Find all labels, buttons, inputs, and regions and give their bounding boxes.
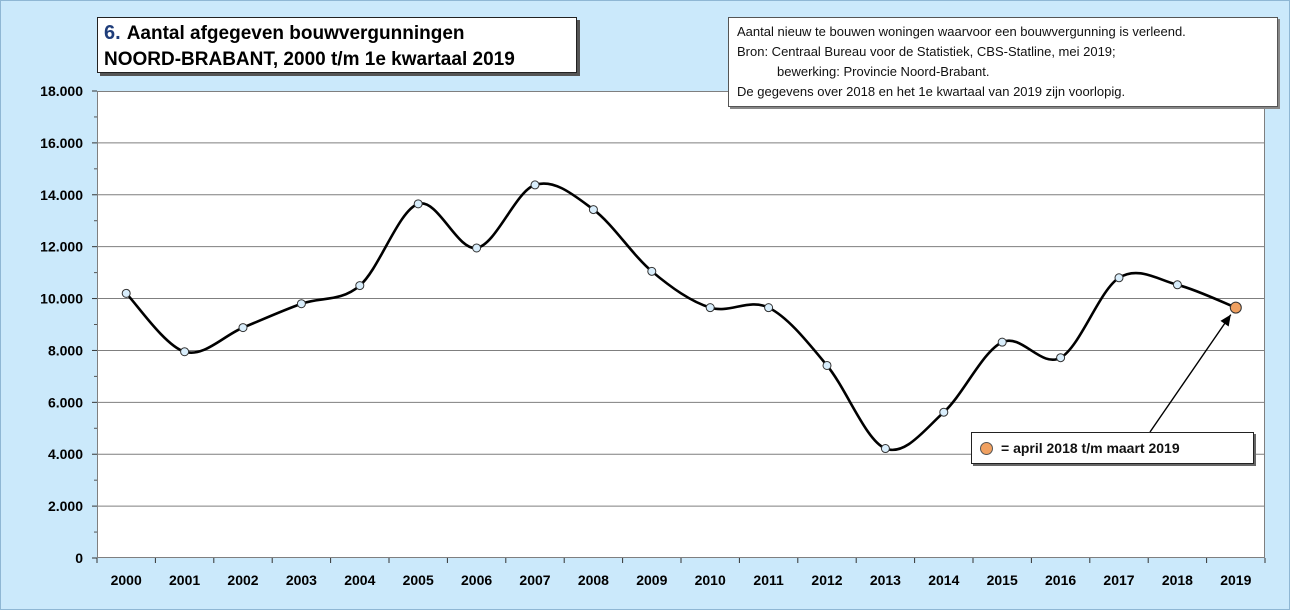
- data-points: [121, 180, 1242, 454]
- x-tick-label: 2007: [519, 572, 550, 588]
- y-tick-label: 0: [75, 550, 83, 566]
- data-point: [1172, 280, 1182, 290]
- info-provisional-note: De gegevens over 2018 en het 1e kwartaal…: [737, 84, 1126, 99]
- data-point: [1056, 353, 1066, 363]
- x-tick-label: 2004: [344, 572, 375, 588]
- x-tick-label: 2008: [578, 572, 609, 588]
- x-tick-label: 2011: [753, 572, 784, 588]
- data-point: [413, 199, 423, 209]
- data-point: [588, 205, 598, 215]
- data-point: [764, 303, 774, 313]
- data-point: [647, 266, 657, 276]
- x-tick-label: 2018: [1162, 572, 1193, 588]
- data-point: [472, 243, 482, 253]
- plot-area: [97, 91, 1265, 558]
- x-tick-label: 2006: [461, 572, 492, 588]
- data-point: [939, 407, 949, 417]
- info-source: Bron: Centraal Bureau voor de Statistiek…: [737, 44, 1116, 59]
- info-processing: bewerking: Provincie Noord-Brabant.: [777, 64, 990, 79]
- data-point: [238, 323, 248, 333]
- x-tick-label: 2010: [695, 572, 726, 588]
- y-tick-label: 10.000: [40, 291, 83, 307]
- annotation-arrow: [1149, 314, 1232, 433]
- arrow-head: [1220, 314, 1231, 327]
- data-point: [355, 281, 365, 291]
- data-point: [1114, 273, 1124, 283]
- data-point: [296, 299, 306, 309]
- series-line: [125, 182, 1237, 452]
- data-point: [180, 347, 190, 357]
- x-tick-label: 2017: [1103, 572, 1134, 588]
- x-tick-label: 2005: [403, 572, 434, 588]
- chart-number: 6.: [104, 22, 121, 44]
- y-axis-ticks: 0 2.000 4.000 6.000 8.000 10.000 12.000 14.000 1…: [40, 83, 97, 566]
- chart-title-line2: NOORD-BRABANT, 2000 t/m 1e kwartaal 2019: [104, 49, 515, 70]
- x-tick-label: 2012: [811, 572, 842, 588]
- x-tick-label: 2019: [1220, 572, 1251, 588]
- data-point: [705, 303, 715, 313]
- data-point: [880, 444, 890, 454]
- legend-box: = april 2018 t/m maart 2019: [971, 432, 1254, 464]
- legend-label: = april 2018 t/m maart 2019: [1001, 440, 1180, 456]
- x-axis-ticks: 2000 2001 2002 2003 2004 2005 2006 2007 2008 2009…: [96, 558, 1266, 588]
- y-tick-label: 14.000: [40, 187, 83, 203]
- y-tick-label: 12.000: [40, 239, 83, 255]
- info-description: Aantal nieuw te bouwen woningen waarvoor…: [737, 24, 1186, 39]
- series-path: [125, 182, 1237, 452]
- y-tick-label: 16.000: [40, 135, 83, 151]
- data-point: [997, 337, 1007, 347]
- y-tick-label: 8.000: [48, 342, 83, 358]
- x-tick-label: 2015: [987, 572, 1018, 588]
- x-tick-label: 2013: [870, 572, 901, 588]
- data-point: [530, 180, 540, 190]
- y-tick-label: 2.000: [48, 498, 83, 514]
- x-tick-label: 2014: [928, 572, 959, 588]
- orange-dot-icon: [980, 441, 993, 455]
- chart-title-line1: Aantal afgegeven bouwvergunningen: [126, 23, 465, 44]
- data-point-highlight: [1229, 301, 1242, 314]
- x-tick-label: 2000: [111, 572, 142, 588]
- chart-title-box: 6. Aantal afgegeven bouwvergunningen NOOR…: [97, 17, 577, 73]
- x-tick-label: 2002: [227, 572, 258, 588]
- source-info-box: Aantal nieuw te bouwen woningen waarvoor…: [728, 17, 1278, 107]
- x-tick-label: 2001: [169, 572, 200, 588]
- data-point: [822, 360, 832, 370]
- data-point: [121, 288, 131, 298]
- y-tick-label: 18.000: [40, 83, 83, 99]
- arrow-line: [1149, 314, 1232, 433]
- y-tick-label: 4.000: [48, 446, 83, 462]
- x-tick-label: 2009: [636, 572, 667, 588]
- x-tick-label: 2003: [286, 572, 317, 588]
- x-tick-label: 2016: [1045, 572, 1076, 588]
- y-tick-label: 6.000: [48, 394, 83, 410]
